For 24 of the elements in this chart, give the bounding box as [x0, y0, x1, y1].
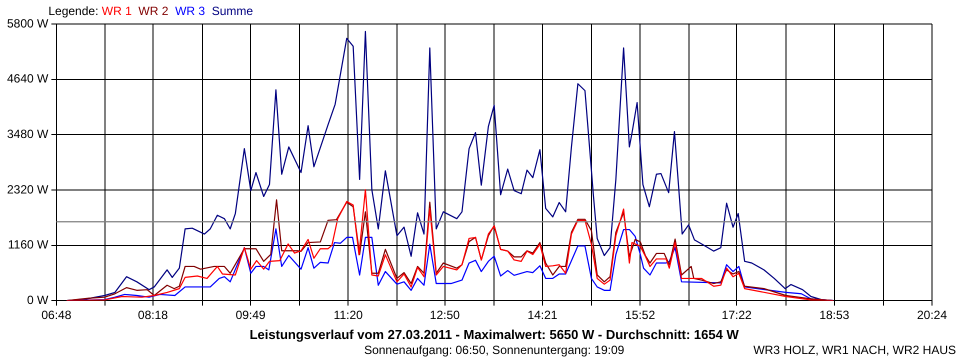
x-tick-label: 08:18: [138, 308, 168, 322]
x-tick-label: 17:22: [722, 308, 752, 322]
y-tick-label: 1160 W: [8, 238, 50, 252]
y-tick-label: 4640 W: [6, 72, 50, 86]
y-tick-label: 0 W: [27, 292, 50, 307]
x-tick-label: 06:48: [41, 308, 72, 322]
x-tick-label: 14:21: [527, 308, 558, 322]
text: WR3 HOLZ, WR1 NACH, WR2 HAUS: [753, 343, 956, 357]
text: Summe: [212, 4, 254, 18]
x-tick-label: 20:24: [916, 308, 948, 322]
text: Sonnenaufgang: 06:50, Sonnenuntergang: 19:09: [364, 343, 625, 357]
legend-title: Legende:: [48, 4, 102, 18]
y-tick-label: 5800 W: [6, 16, 50, 30]
y-tick-label: 2320 W: [6, 182, 50, 196]
x-tick-label: 18:53: [819, 308, 850, 322]
text: WR 1: [102, 4, 138, 18]
text: WR 2: [138, 4, 176, 18]
x-tick-label: 15:52: [625, 308, 656, 322]
x-tick-label: 09:49: [236, 308, 266, 322]
x-tick-label: 12:50: [430, 308, 460, 322]
text: WR 3: [175, 4, 212, 18]
x-tick-label: 11:20: [334, 308, 364, 322]
y-tick-label: 3480 W: [6, 126, 50, 141]
text: Leistungsverlauf vom 27.03.2011 - Maximalwert: 5650 W - Durchschnitt: 1654 W: [250, 327, 740, 342]
